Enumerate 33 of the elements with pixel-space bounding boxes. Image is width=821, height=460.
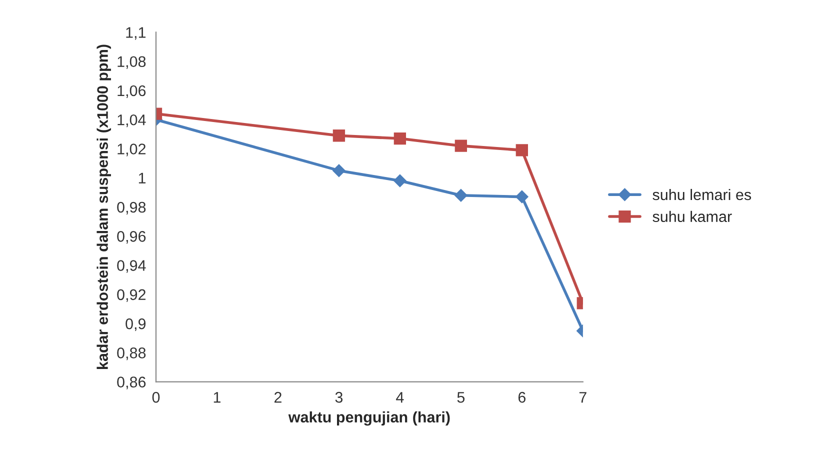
y-tick-label: 0,86 xyxy=(117,376,146,390)
x-tick-label: 3 xyxy=(335,392,343,403)
x-tick-label: 4 xyxy=(396,392,404,403)
y-tick-label: 0,94 xyxy=(117,260,146,273)
y-tick-label: 0,88 xyxy=(117,348,146,360)
point xyxy=(516,190,528,204)
y-tick-label: 1,02 xyxy=(118,144,146,156)
point xyxy=(332,164,346,177)
x-tick-label: 2 xyxy=(274,392,282,403)
point xyxy=(394,132,406,145)
y-tick-label: 1,06 xyxy=(118,85,146,98)
y-axis-title: kadar erdostein dalam suspensi (x1000 ppm) xyxy=(96,44,111,369)
y-tick-label: 0,92 xyxy=(117,289,146,302)
y-tick-label: 1,08 xyxy=(118,56,146,69)
x-tick-label: 1 xyxy=(214,392,220,403)
x-tick-label: 6 xyxy=(518,392,526,403)
legend-label: suhu lemari es xyxy=(652,188,752,200)
y-tick-label: 1 xyxy=(138,172,146,184)
y-tick-label: 1,04 xyxy=(118,114,146,128)
y-tick-label: 0,96 xyxy=(117,231,146,244)
y-tick-label: 0,9 xyxy=(126,318,146,332)
point xyxy=(394,174,406,188)
x-tick-label: 5 xyxy=(457,392,465,403)
y-tick-label: 1,1 xyxy=(126,27,146,40)
y-tick-label: 0,98 xyxy=(117,202,146,214)
point xyxy=(332,130,346,142)
legend-label: suhu kamar xyxy=(652,210,732,222)
x-tick-label: 7 xyxy=(579,392,586,403)
point xyxy=(454,140,468,152)
x-axis-title: waktu pengujian (hari) xyxy=(288,411,450,426)
point xyxy=(454,188,468,202)
x-tick-label: 0 xyxy=(152,392,160,403)
point xyxy=(516,144,528,156)
